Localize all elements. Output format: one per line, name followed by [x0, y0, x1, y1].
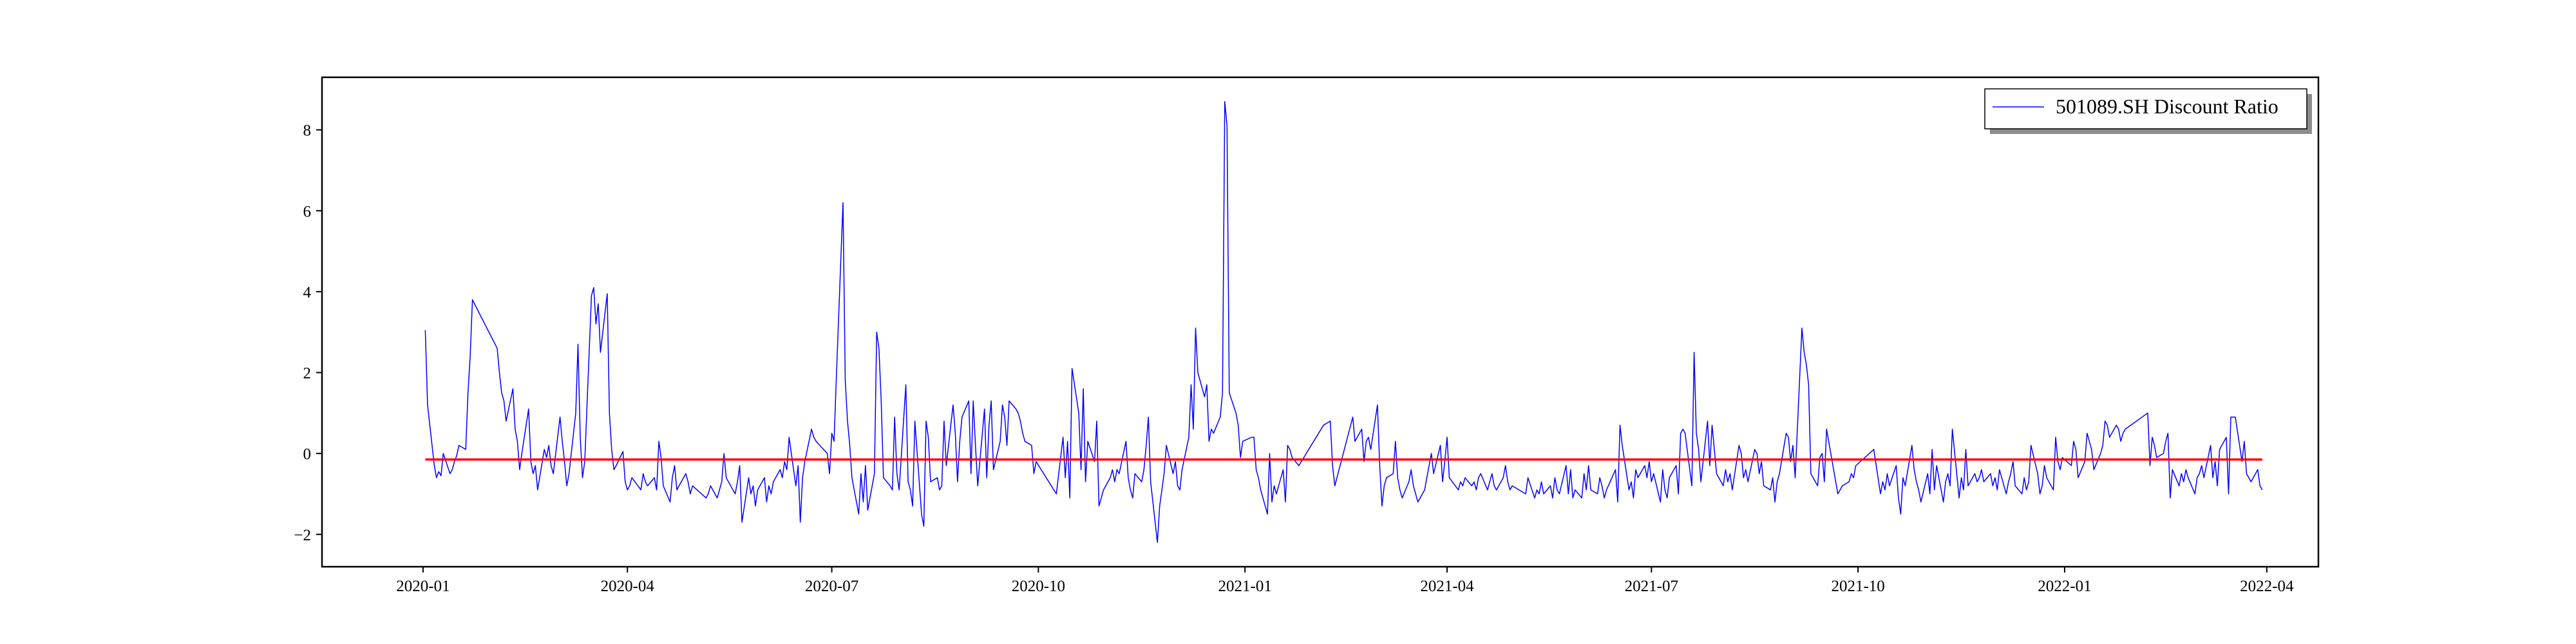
x-tick-label: 2021-04: [1420, 578, 1474, 595]
legend-label: 501089.SH Discount Ratio: [2056, 95, 2278, 118]
x-tick-label: 2022-04: [2240, 578, 2294, 595]
plot-area: [424, 100, 2263, 544]
legend: 501089.SH Discount Ratio: [1984, 88, 2312, 134]
y-tick-label: 0: [303, 446, 312, 463]
y-tick-label: 4: [303, 284, 312, 301]
y-tick-label: 8: [303, 122, 312, 140]
legend-box: [1984, 88, 2307, 129]
y-tick-label: 6: [303, 203, 312, 220]
x-tick-label: 2020-04: [601, 578, 655, 595]
x-tick-label: 2020-10: [1012, 578, 1065, 595]
x-tick-label: 2022-01: [2038, 578, 2091, 595]
x-tick-label: 2020-07: [805, 578, 858, 595]
x-tick-label: 2020-01: [396, 578, 450, 595]
x-tick-label: 2021-10: [1831, 578, 1884, 595]
x-tick-label: 2021-01: [1218, 578, 1272, 595]
axes-frame: [321, 76, 2320, 568]
x-tick-label: 2021-07: [1625, 578, 1678, 595]
y-tick-label: −2: [294, 527, 311, 544]
y-axis: −2 0 2 4 6 8: [294, 122, 322, 544]
y-tick-label: 2: [303, 365, 312, 383]
x-axis: 2020-01 2020-04 2020-07 2020-10 2021-01 2021-…: [396, 567, 2294, 595]
series-line-0: [424, 100, 2263, 544]
